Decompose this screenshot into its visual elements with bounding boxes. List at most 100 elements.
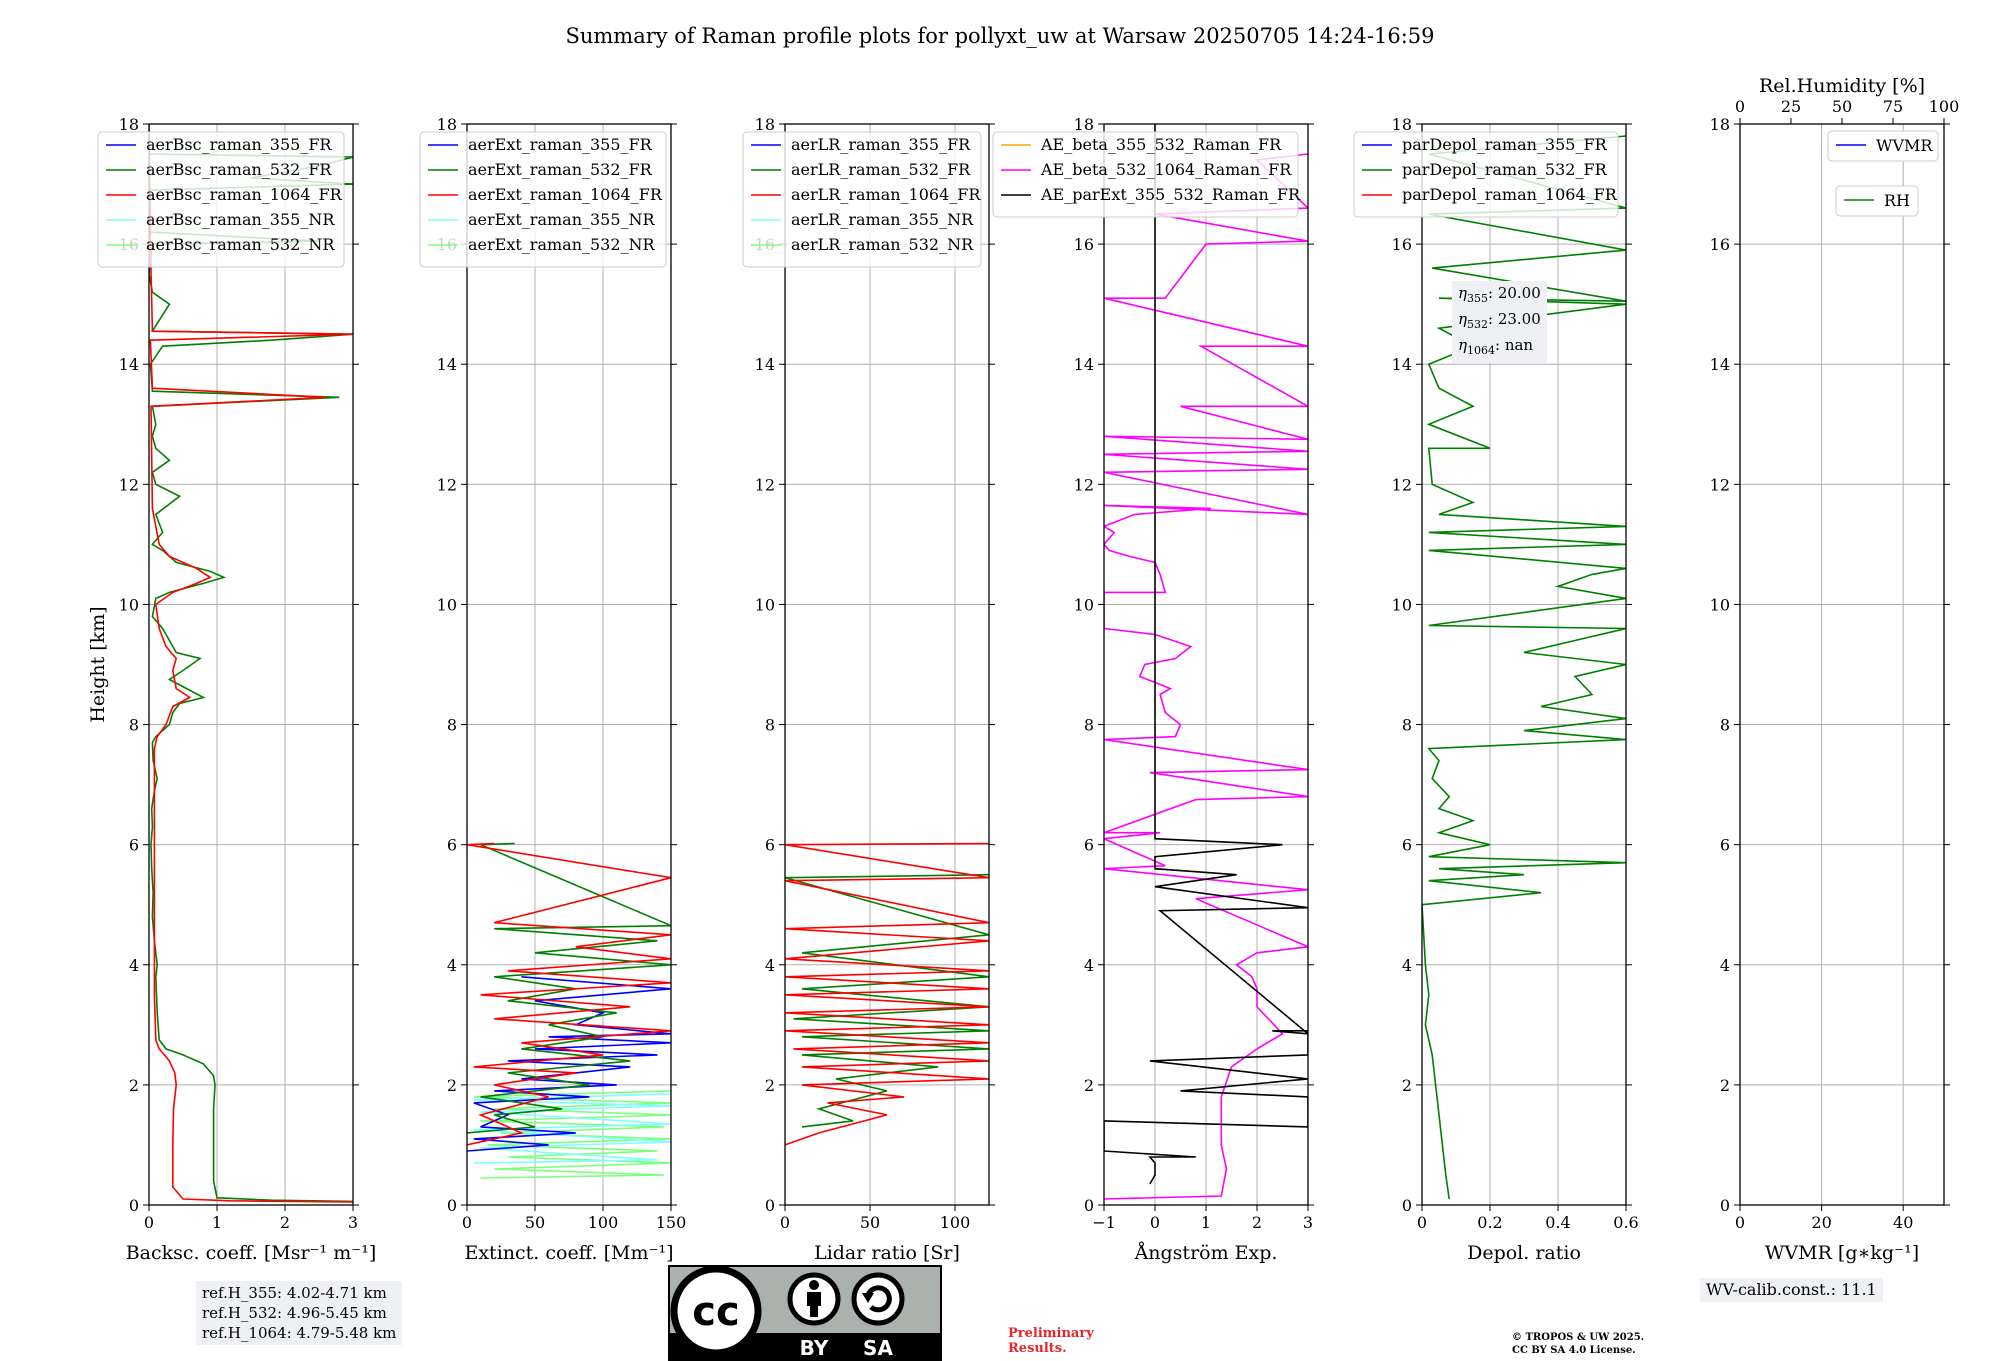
y-tick-label: 12 [1710,475,1730,494]
y-tick-label: 16 [1710,235,1730,254]
y-tick-label: 4 [447,956,457,975]
legend-label: parDepol_raman_532_FR [1402,160,1608,179]
eta-box: η355: 20.00 η532: 23.00 η1064: nan [1452,281,1547,363]
y-tick-label: 4 [765,956,775,975]
y-tick-label: 14 [1710,355,1730,374]
y-tick-label: 0 [1084,1196,1094,1215]
preliminary-results-note: Preliminary Results. [1008,1326,1094,1356]
y-tick-label: 14 [755,355,775,374]
y-tick-label: 12 [1074,475,1094,494]
legend-ext: aerExt_raman_355_FR aerExt_raman_532_FRae… [419,131,667,268]
series-line-AE_beta_532_1064_Raman_FR [1104,153,1308,1200]
y-tick-label: 12 [119,475,139,494]
series-line-aerExt_raman_1064_FR [467,842,671,1146]
x-tick-label: 50 [860,1213,880,1232]
x-tick-label: 0.4 [1545,1213,1570,1232]
y-axis-label: Height [km] [87,606,109,722]
legend-box-wvmr [1827,130,1939,162]
legend-label: aerBsc_raman_532_FR [146,160,332,179]
series-line-aerBsc_raman_532_FR [149,153,353,1203]
legend-ae: AE_beta_355_532_Raman_FR AE_beta_532_1064… [992,131,1301,218]
legend-label: aerExt_raman_532_NR [468,235,656,254]
x-tick-label: −1 [1092,1213,1116,1232]
x-axis-label: Depol. ratio [1467,1242,1581,1264]
y-tick-label: 6 [1402,836,1412,855]
y-tick-label: 8 [1402,716,1412,735]
x-tick-label: 2 [1252,1213,1262,1232]
top-x-tick-label: 25 [1781,97,1801,116]
series-group-lr [785,842,989,1146]
person-icon [787,1272,841,1326]
x-axis-label: Ångström Exp. [1134,1242,1278,1264]
x-tick-label: 2 [280,1213,290,1232]
y-tick-label: 14 [119,355,139,374]
series-line-aerExt_raman_355_NR [473,1093,671,1164]
x-tick-label: 0.2 [1477,1213,1502,1232]
eta-532-line: η532: 23.00 [1458,310,1541,331]
x-tick-label: 3 [1303,1213,1313,1232]
series-line-aerExt_raman_532_NR [473,1090,671,1179]
legend-label: aerExt_raman_355_NR [468,210,656,229]
x-tick-label: 40 [1893,1213,1913,1232]
y-tick-label: 10 [119,595,139,614]
y-tick-label: 10 [1710,595,1730,614]
x-tick-label: 150 [656,1213,687,1232]
x-tick-label: 100 [588,1213,619,1232]
y-tick-label: 18 [1392,115,1412,134]
panel-ext: 050100150024681012141618Extinct. coeff. … [419,115,687,1264]
x-axis-label: Extinct. coeff. [Mm⁻¹] [464,1242,673,1264]
y-tick-label: 10 [437,595,457,614]
legend-box [419,131,667,268]
series-group-ext [467,842,671,1179]
x-tick-label: 100 [940,1213,971,1232]
panel-lr: 050100024681012141618Lidar ratio [Sr]aer… [742,115,995,1264]
y-tick-label: 8 [1084,716,1094,735]
y-tick-label: 6 [765,836,775,855]
y-tick-label: 4 [129,956,139,975]
y-tick-label: 18 [755,115,775,134]
y-tick-label: 16 [1392,235,1412,254]
top-x-tick-label: 0 [1735,97,1745,116]
y-tick-label: 12 [437,475,457,494]
legend-lr: aerLR_raman_355_FR aerLR_raman_532_FR aerL… [742,131,982,268]
y-tick-label: 2 [765,1076,775,1095]
y-tick-label: 2 [1084,1076,1094,1095]
x-tick-label: 0.6 [1613,1213,1638,1232]
y-tick-label: 18 [1710,115,1730,134]
y-tick-label: 18 [437,115,457,134]
legend-label: AE_beta_355_532_Raman_FR [1040,135,1282,154]
y-tick-label: 4 [1720,956,1730,975]
legend-box [992,131,1299,218]
x-tick-label: 0 [1150,1213,1160,1232]
legend-label: aerBsc_raman_355_FR [146,135,332,154]
legend-label: aerBsc_raman_532_NR [146,235,335,254]
y-tick-label: 14 [437,355,457,374]
legend-label: aerLR_raman_532_FR [791,160,971,179]
y-tick-label: 10 [755,595,775,614]
top-x-tick-label: 75 [1883,97,1903,116]
x-tick-label: 1 [1201,1213,1211,1232]
y-tick-label: 6 [1720,836,1730,855]
y-tick-label: 18 [119,115,139,134]
ref-height-532: ref.H_532: 4.96-5.45 km [202,1304,387,1322]
y-tick-label: 0 [1402,1196,1412,1215]
figure-title: Summary of Raman profile plots for polly… [565,24,1434,48]
legend-label: AE_parExt_355_532_Raman_FR [1040,185,1301,204]
y-tick-label: 8 [1720,716,1730,735]
y-tick-label: 2 [129,1076,139,1095]
y-tick-label: 6 [1084,836,1094,855]
x-tick-label: 0 [1735,1213,1745,1232]
panel-wv: 0 20 40 0 2 4 6 8 10 12 14 16 18 WVMR [g∗kg⁻¹] 0 25 50 75… [1710,75,1960,1264]
ref-height-355: ref.H_355: 4.02-4.71 km [202,1284,387,1302]
legend-label: aerLR_raman_1064_FR [791,185,981,204]
series-group-bsc [149,124,353,1203]
x-tick-label: 0 [1417,1213,1427,1232]
wv-calib-box: WV-calib.const.: 11.1 [1700,1278,1883,1302]
top-x-tick-label: 50 [1832,97,1852,116]
y-tick-label: 0 [765,1196,775,1215]
legend-bsc: aerBsc_raman_355_FR aerBsc_raman_532_FRae… [97,131,345,268]
x-tick-label: 1 [212,1213,222,1232]
legend-label: AE_beta_532_1064_Raman_FR [1040,160,1292,179]
y-tick-label: 2 [447,1076,457,1095]
